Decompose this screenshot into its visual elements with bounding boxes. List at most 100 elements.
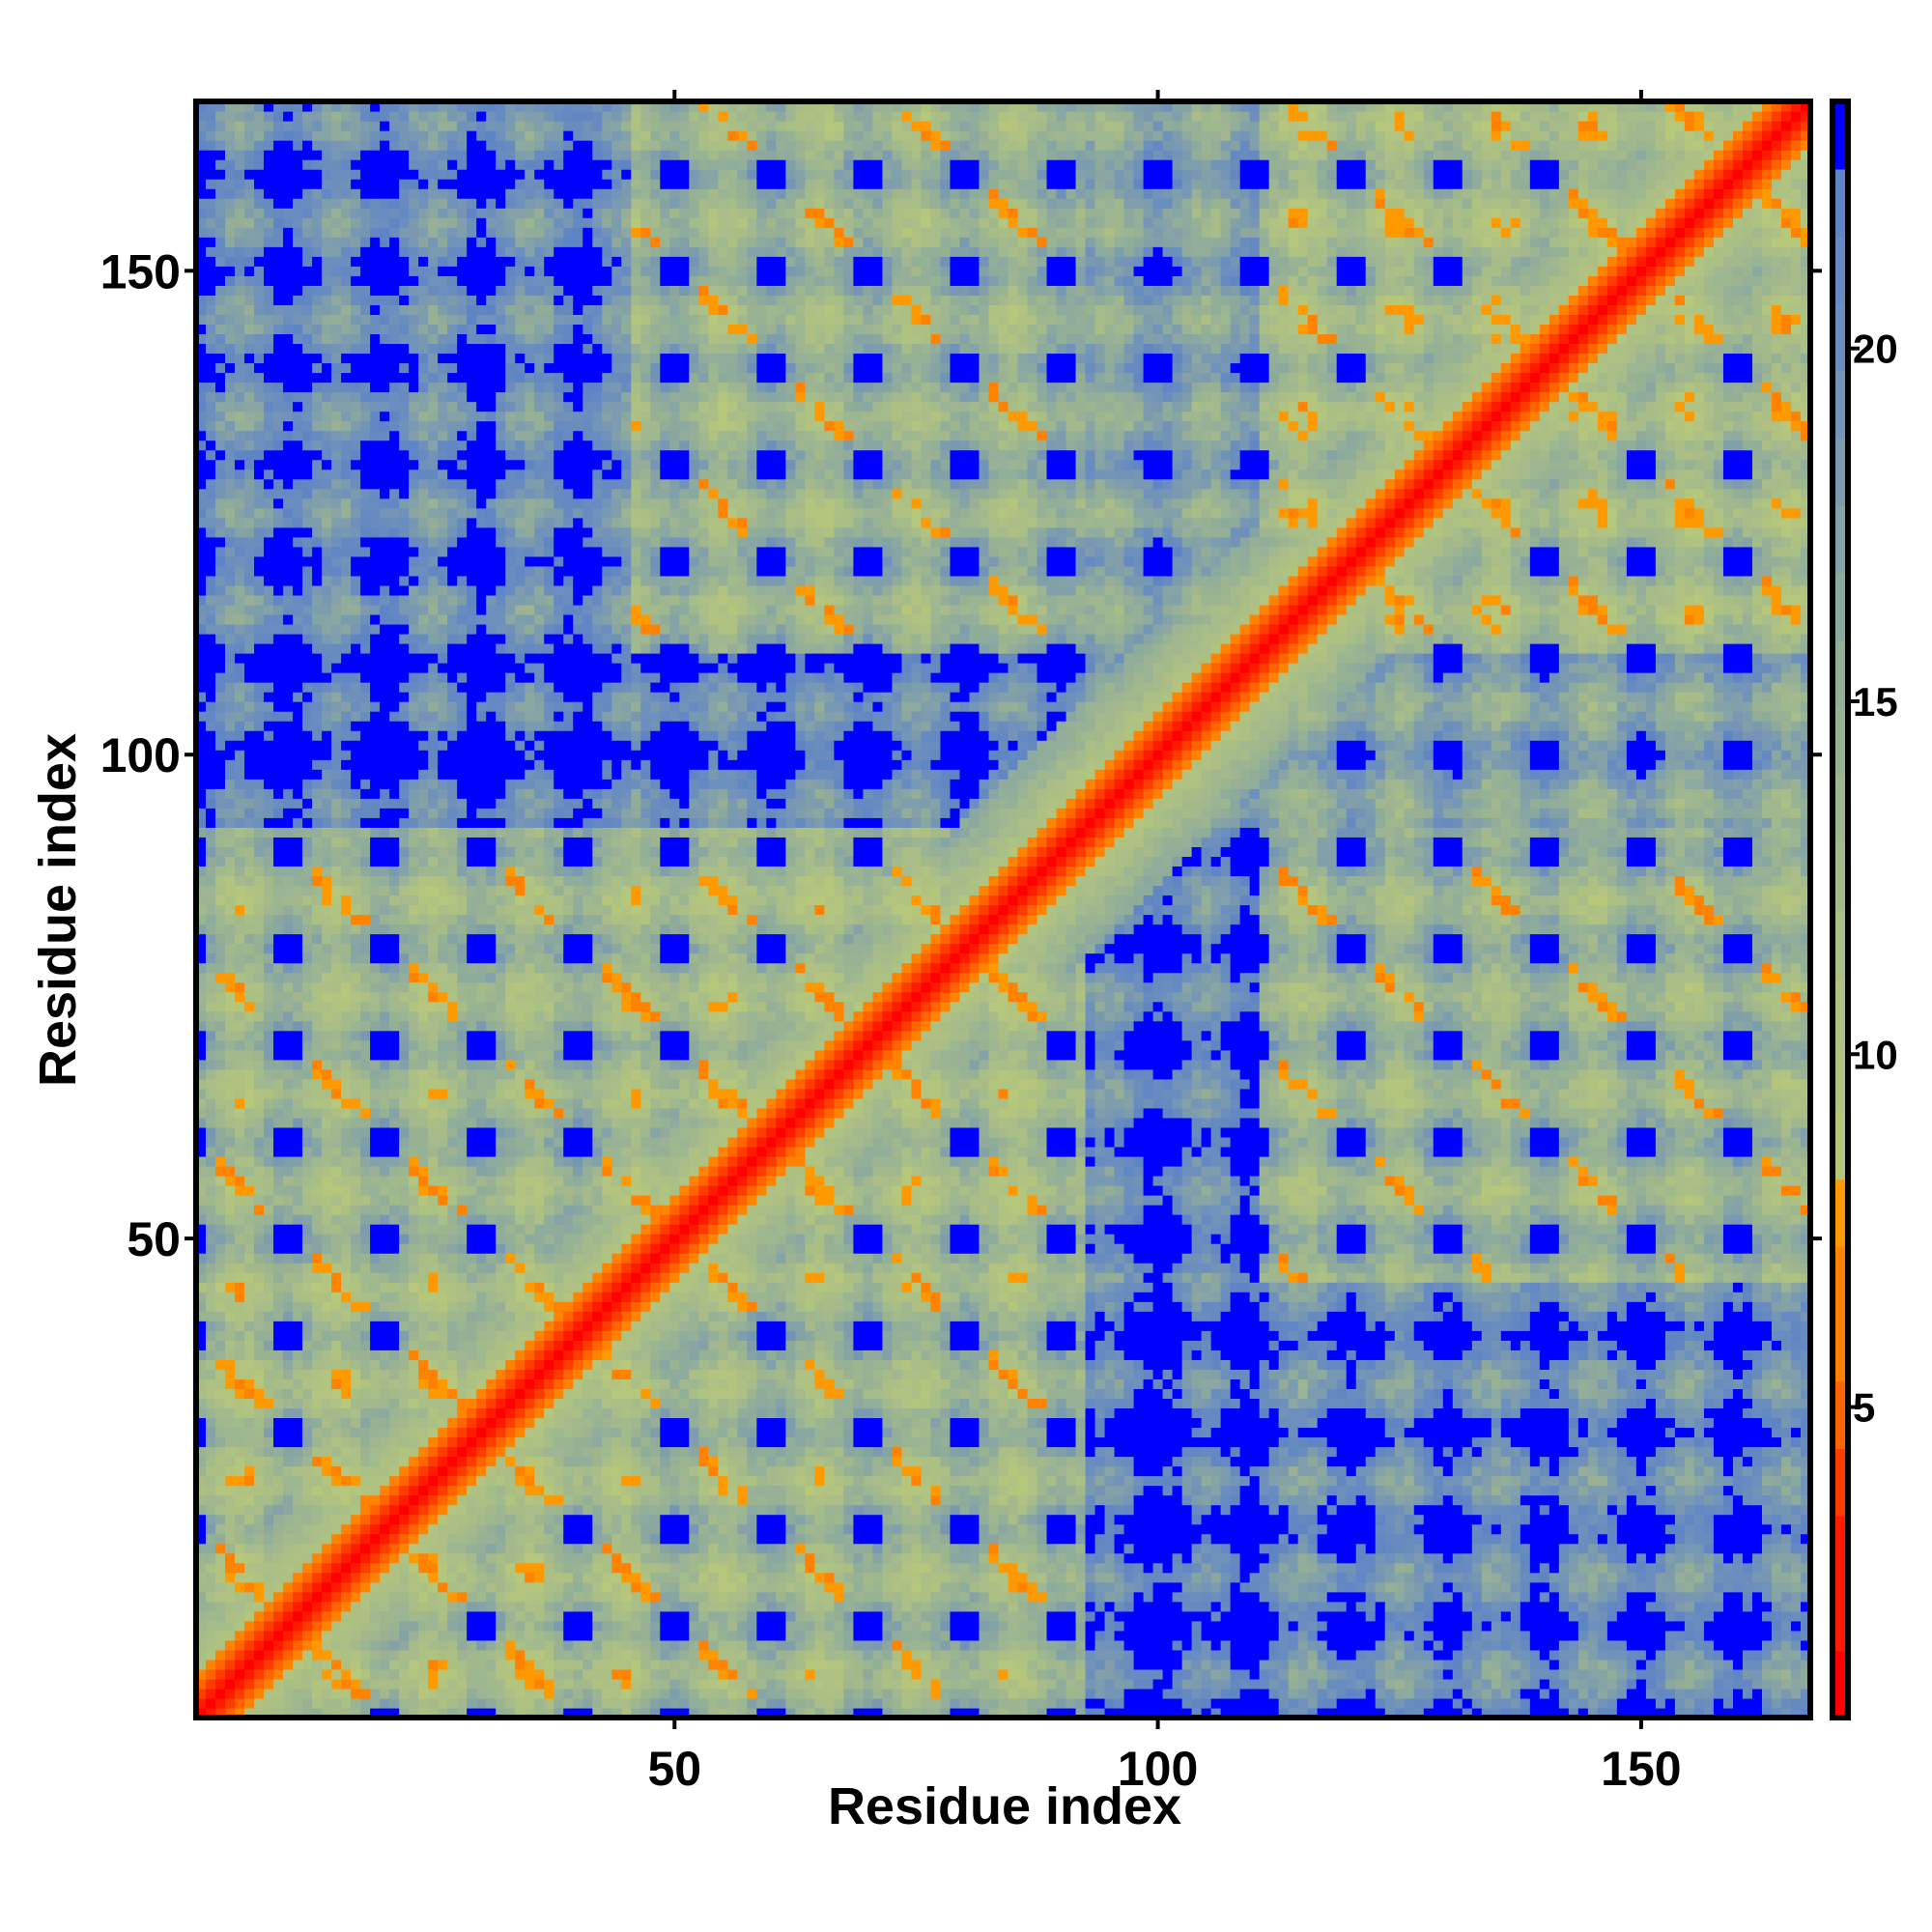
heatmap-cell xyxy=(254,1118,265,1128)
heatmap-cell xyxy=(370,1359,381,1370)
heatmap-cell xyxy=(341,556,352,567)
heatmap-cell xyxy=(235,304,245,315)
heatmap-cell xyxy=(312,1166,323,1177)
heatmap-cell xyxy=(244,963,255,974)
heatmap-cell xyxy=(399,450,410,461)
heatmap-cell xyxy=(457,508,468,519)
heatmap-cell xyxy=(476,614,487,625)
heatmap-cell xyxy=(225,605,236,615)
heatmap-cell xyxy=(380,217,390,228)
heatmap-cell xyxy=(302,237,313,247)
heatmap-cell xyxy=(380,362,390,373)
heatmap-cell xyxy=(331,1060,342,1070)
heatmap-cell xyxy=(264,1640,274,1651)
heatmap-cell xyxy=(264,1031,274,1041)
heatmap-cell xyxy=(370,1417,381,1428)
heatmap-cell xyxy=(302,295,313,305)
heatmap-cell xyxy=(380,246,390,257)
heatmap-cell xyxy=(399,1021,410,1032)
heatmap-cell xyxy=(254,1195,265,1206)
heatmap-cell xyxy=(302,1650,313,1661)
heatmap-cell xyxy=(380,1185,390,1196)
heatmap-cell xyxy=(312,547,323,557)
heatmap-cell xyxy=(351,1631,361,1641)
heatmap-cell xyxy=(418,383,429,393)
heatmap-cell xyxy=(428,904,439,915)
heatmap-cell xyxy=(302,1031,313,1041)
heatmap-cell xyxy=(476,672,487,683)
heatmap-cell xyxy=(312,1388,323,1399)
heatmap-cell xyxy=(264,1243,274,1254)
heatmap-cell xyxy=(438,179,448,189)
heatmap-cell xyxy=(244,837,255,847)
heatmap-cell xyxy=(409,450,419,461)
heatmap-cell xyxy=(206,373,216,384)
heatmap-cell xyxy=(206,498,216,509)
heatmap-cell xyxy=(360,275,371,286)
heatmap-cell xyxy=(244,1592,255,1603)
heatmap-cell xyxy=(264,672,274,683)
heatmap-cell xyxy=(206,1021,216,1032)
heatmap-cell xyxy=(312,1234,323,1244)
heatmap-cell xyxy=(380,402,390,412)
heatmap-cell xyxy=(380,295,390,305)
heatmap-cell xyxy=(264,537,274,548)
heatmap-cell xyxy=(244,721,255,731)
heatmap-cell xyxy=(254,1689,265,1699)
heatmap-cell xyxy=(254,333,265,344)
heatmap-cell xyxy=(370,1301,381,1312)
heatmap-cell xyxy=(428,1621,439,1632)
heatmap-cell xyxy=(341,498,352,509)
heatmap-cell xyxy=(302,1021,313,1032)
heatmap-cell xyxy=(360,1176,371,1186)
heatmap-cell xyxy=(418,198,429,209)
heatmap-cell xyxy=(283,1118,294,1128)
heatmap-cell xyxy=(341,827,352,838)
heatmap-cell xyxy=(273,1137,284,1148)
heatmap-cell xyxy=(322,469,332,480)
heatmap-cell xyxy=(273,1621,284,1632)
heatmap-cell xyxy=(215,392,226,403)
heatmap-cell xyxy=(215,333,226,344)
heatmap-cell xyxy=(312,837,323,847)
heatmap-cell xyxy=(215,489,226,499)
heatmap-cell xyxy=(447,817,458,828)
heatmap-cell xyxy=(254,1466,265,1477)
heatmap-cell xyxy=(351,827,361,838)
heatmap-cell xyxy=(360,392,371,403)
heatmap-cell xyxy=(215,1650,226,1661)
heatmap-cell xyxy=(351,856,361,867)
heatmap-cell xyxy=(302,663,313,673)
heatmap-cell xyxy=(389,111,400,122)
heatmap-cell xyxy=(389,1340,400,1350)
heatmap-cell xyxy=(331,663,342,673)
heatmap-cell xyxy=(370,421,381,432)
heatmap-cell xyxy=(215,585,226,596)
heatmap-cell xyxy=(457,973,468,983)
heatmap-cell xyxy=(438,440,448,451)
heatmap-cell xyxy=(331,885,342,895)
heatmap-cell xyxy=(428,1660,439,1670)
heatmap-cell xyxy=(438,1176,448,1186)
heatmap-cell xyxy=(399,1602,410,1612)
heatmap-cell xyxy=(370,1224,381,1235)
heatmap-cell xyxy=(254,1050,265,1061)
heatmap-cell xyxy=(264,1650,274,1661)
heatmap-cell xyxy=(399,595,410,606)
heatmap-cell xyxy=(215,1321,226,1331)
heatmap-cell xyxy=(293,846,303,857)
heatmap-cell xyxy=(312,817,323,828)
heatmap-cell xyxy=(302,256,313,267)
heatmap-cell xyxy=(476,692,487,702)
heatmap-cell xyxy=(341,256,352,267)
heatmap-cell xyxy=(331,402,342,412)
heatmap-cell xyxy=(418,643,429,654)
heatmap-cell xyxy=(254,624,265,635)
heatmap-cell xyxy=(389,856,400,867)
heatmap-cell xyxy=(351,1089,361,1099)
heatmap-cell xyxy=(273,343,284,354)
heatmap-cell xyxy=(341,508,352,519)
heatmap-cell xyxy=(351,576,361,586)
heatmap-cell xyxy=(418,392,429,403)
heatmap-cell xyxy=(302,1602,313,1612)
